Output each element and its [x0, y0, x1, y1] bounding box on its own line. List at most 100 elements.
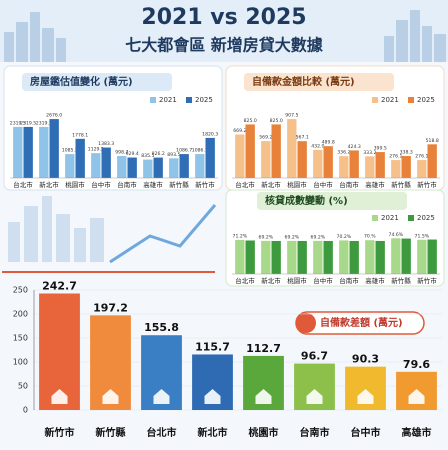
value-label: 69.2% [259, 234, 274, 240]
bar-icon [357, 389, 374, 404]
x-tick-label: 台南市 [300, 426, 330, 439]
bar [261, 240, 271, 274]
x-tick-label: 新竹縣 [96, 426, 126, 439]
y-tick-label: 100 [13, 358, 28, 367]
bar-icon [51, 389, 68, 404]
bar [375, 240, 385, 274]
x-tick-label: 新北市 [261, 180, 281, 189]
x-tick-label: 新竹市 [417, 180, 437, 189]
trend-arrow [109, 204, 217, 264]
x-tick-label: 台中市 [91, 180, 111, 189]
legend-swatch [408, 215, 414, 221]
value-label: 338.3 [400, 150, 413, 156]
bar [417, 160, 427, 178]
bar [271, 124, 281, 178]
legend-label: 2021 [159, 96, 177, 104]
x-tick-label: 台中市 [313, 180, 333, 189]
value-label: 2319.5 [20, 120, 36, 126]
value-label: 71.2% [233, 233, 248, 239]
bar [127, 157, 137, 178]
chart-title-bg [244, 73, 394, 91]
chart-title: 房屋鑑估值變化 (萬元) [30, 75, 133, 88]
bar [245, 240, 255, 274]
bar-icon [153, 389, 170, 404]
x-tick-label: 台北市 [147, 426, 177, 439]
bar [205, 137, 215, 178]
bar [391, 238, 401, 274]
value-label: 242.7 [42, 280, 77, 293]
value-label: 197.2 [93, 301, 128, 314]
bar [261, 141, 271, 178]
x-tick-label: 新竹市 [45, 426, 75, 439]
bar [271, 240, 281, 274]
x-tick-label: 新竹市 [417, 276, 437, 285]
bar [365, 240, 375, 274]
bar [65, 154, 75, 178]
x-tick-label: 桃園市 [249, 426, 279, 439]
bar [179, 154, 189, 178]
x-tick-label: 台南市 [339, 180, 359, 189]
bar-icon [306, 389, 323, 404]
bar-icon [102, 389, 119, 404]
value-label: 1820.3 [202, 131, 218, 137]
value-label: 70.% [364, 234, 376, 240]
legend-swatch [372, 97, 378, 103]
x-tick-label: 高雄市 [143, 180, 163, 189]
skyline-left [4, 12, 66, 62]
bar [349, 150, 359, 178]
x-tick-label: 高雄市 [402, 426, 432, 439]
bar [349, 240, 359, 274]
value-label: 71.5% [415, 233, 430, 239]
value-label: 2319.5 [36, 120, 52, 126]
bar [297, 141, 307, 178]
value-label: 2319.5 [10, 120, 26, 126]
x-tick-label: 高雄市 [365, 180, 385, 189]
x-tick-label: 新北市 [198, 426, 228, 439]
value-label: 669.2 [233, 128, 246, 134]
legend-swatch [150, 97, 156, 103]
value-label: 69.2% [311, 234, 326, 240]
legend-label: 2021 [381, 214, 399, 222]
x-tick-label: 桃園市 [65, 180, 85, 189]
bar [235, 239, 245, 274]
bar [13, 126, 23, 178]
bar [101, 147, 111, 178]
value-label: 79.6 [403, 358, 430, 371]
bar [313, 240, 323, 274]
x-tick-label: 新竹縣 [169, 180, 189, 189]
y-tick-label: 200 [13, 310, 28, 319]
value-label: 907.5 [285, 113, 298, 119]
x-tick-label: 新竹縣 [391, 180, 411, 189]
value-label: 926.2 [152, 151, 165, 157]
bar [195, 154, 205, 178]
bar [117, 156, 127, 178]
bar [143, 159, 153, 178]
x-tick-label: 新北市 [261, 276, 281, 285]
skyline-right [384, 10, 446, 62]
value-label: 825.0 [244, 118, 257, 124]
legend-swatch [186, 97, 192, 103]
value-label: 1383.3 [98, 141, 114, 147]
bar [297, 240, 307, 274]
bar [427, 239, 437, 274]
chart-title-bg [22, 73, 172, 91]
value-label: 336.2 [337, 150, 350, 156]
legend-label: 2025 [417, 96, 435, 104]
bar [287, 119, 297, 178]
bar [91, 153, 101, 178]
value-label: 2676.0 [46, 113, 62, 119]
bar [169, 158, 179, 178]
bar [401, 156, 411, 178]
x-tick-label: 台北市 [235, 180, 255, 189]
header-bg [0, 0, 448, 62]
x-tick-label: 台中市 [313, 276, 333, 285]
x-tick-label: 台中市 [351, 426, 381, 439]
bar [153, 157, 163, 178]
x-tick-label: 新竹市 [195, 180, 215, 189]
value-label: 432.0 [311, 143, 324, 149]
value-label: 115.7 [195, 340, 230, 353]
value-label: 929.4 [126, 151, 139, 157]
y-tick-label: 150 [13, 334, 28, 343]
x-tick-label: 台北市 [235, 276, 255, 285]
value-label: 74.6% [389, 232, 404, 238]
